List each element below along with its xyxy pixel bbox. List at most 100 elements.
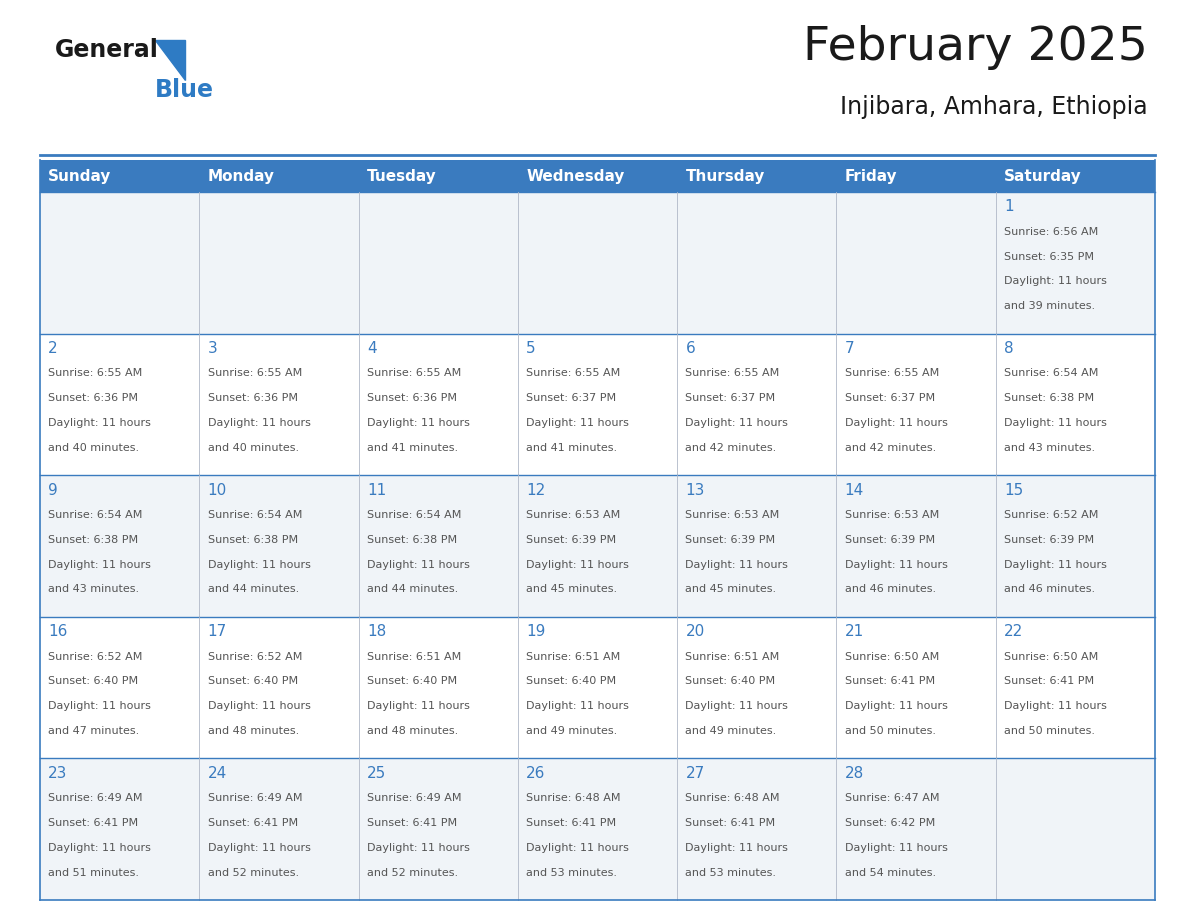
Text: Daylight: 11 hours: Daylight: 11 hours (845, 701, 948, 711)
Text: 14: 14 (845, 483, 864, 498)
Text: Sunset: 6:41 PM: Sunset: 6:41 PM (685, 818, 776, 828)
Text: 10: 10 (208, 483, 227, 498)
Text: and 50 minutes.: and 50 minutes. (1004, 726, 1095, 736)
Text: Daylight: 11 hours: Daylight: 11 hours (208, 843, 310, 853)
Text: Sunset: 6:42 PM: Sunset: 6:42 PM (845, 818, 935, 828)
Text: Sunset: 6:40 PM: Sunset: 6:40 PM (49, 677, 139, 687)
Text: Sunset: 6:41 PM: Sunset: 6:41 PM (367, 818, 457, 828)
Bar (40, 617, 1155, 758)
Text: 2: 2 (49, 341, 58, 356)
Text: and 53 minutes.: and 53 minutes. (685, 868, 777, 878)
Text: Sunrise: 6:50 AM: Sunrise: 6:50 AM (1004, 652, 1098, 662)
Bar (40, 160, 200, 192)
Text: Sunset: 6:41 PM: Sunset: 6:41 PM (1004, 677, 1094, 687)
Text: Sunrise: 6:54 AM: Sunrise: 6:54 AM (49, 510, 143, 521)
Text: and 50 minutes.: and 50 minutes. (845, 726, 936, 736)
Bar (359, 160, 518, 192)
Text: and 51 minutes.: and 51 minutes. (49, 868, 139, 878)
Bar (677, 160, 836, 192)
Text: Daylight: 11 hours: Daylight: 11 hours (367, 843, 469, 853)
Text: and 41 minutes.: and 41 minutes. (526, 442, 618, 453)
Text: Sunrise: 6:52 AM: Sunrise: 6:52 AM (49, 652, 143, 662)
Text: and 45 minutes.: and 45 minutes. (526, 585, 618, 595)
Text: Sunset: 6:36 PM: Sunset: 6:36 PM (367, 393, 457, 403)
Text: Monday: Monday (208, 169, 274, 184)
Text: Sunrise: 6:53 AM: Sunrise: 6:53 AM (526, 510, 620, 521)
Text: Daylight: 11 hours: Daylight: 11 hours (685, 418, 789, 428)
Text: Sunset: 6:38 PM: Sunset: 6:38 PM (49, 535, 139, 545)
Text: Daylight: 11 hours: Daylight: 11 hours (49, 843, 151, 853)
Text: Daylight: 11 hours: Daylight: 11 hours (1004, 276, 1107, 286)
Text: Sunset: 6:40 PM: Sunset: 6:40 PM (685, 677, 776, 687)
Bar (518, 160, 677, 192)
Text: Sunrise: 6:49 AM: Sunrise: 6:49 AM (367, 793, 461, 803)
Text: Sunrise: 6:47 AM: Sunrise: 6:47 AM (845, 793, 940, 803)
Text: Sunrise: 6:49 AM: Sunrise: 6:49 AM (49, 793, 143, 803)
Text: and 53 minutes.: and 53 minutes. (526, 868, 618, 878)
Bar (200, 160, 359, 192)
Text: and 47 minutes.: and 47 minutes. (49, 726, 139, 736)
Text: Sunrise: 6:55 AM: Sunrise: 6:55 AM (685, 368, 779, 378)
Text: Injibara, Amhara, Ethiopia: Injibara, Amhara, Ethiopia (840, 95, 1148, 119)
Text: Sunrise: 6:48 AM: Sunrise: 6:48 AM (526, 793, 620, 803)
Bar (996, 160, 1155, 192)
Text: Sunset: 6:39 PM: Sunset: 6:39 PM (685, 535, 776, 545)
Text: 23: 23 (49, 766, 68, 780)
Text: Sunrise: 6:51 AM: Sunrise: 6:51 AM (685, 652, 779, 662)
Text: Daylight: 11 hours: Daylight: 11 hours (49, 560, 151, 570)
Text: Sunset: 6:41 PM: Sunset: 6:41 PM (526, 818, 617, 828)
Text: 7: 7 (845, 341, 854, 356)
Text: Sunset: 6:41 PM: Sunset: 6:41 PM (208, 818, 298, 828)
Bar (40, 333, 1155, 476)
Text: Daylight: 11 hours: Daylight: 11 hours (208, 418, 310, 428)
Text: Sunset: 6:39 PM: Sunset: 6:39 PM (845, 535, 935, 545)
Text: Sunrise: 6:56 AM: Sunrise: 6:56 AM (1004, 227, 1098, 237)
Text: and 46 minutes.: and 46 minutes. (1004, 585, 1095, 595)
Text: Daylight: 11 hours: Daylight: 11 hours (367, 560, 469, 570)
Text: 24: 24 (208, 766, 227, 780)
Text: 9: 9 (49, 483, 58, 498)
Text: Sunset: 6:40 PM: Sunset: 6:40 PM (526, 677, 617, 687)
Text: General: General (55, 38, 159, 62)
Text: Daylight: 11 hours: Daylight: 11 hours (845, 843, 948, 853)
Text: Sunset: 6:37 PM: Sunset: 6:37 PM (685, 393, 776, 403)
Text: Sunset: 6:37 PM: Sunset: 6:37 PM (845, 393, 935, 403)
Text: Friday: Friday (845, 169, 897, 184)
Text: Daylight: 11 hours: Daylight: 11 hours (1004, 418, 1107, 428)
Text: Sunset: 6:39 PM: Sunset: 6:39 PM (526, 535, 617, 545)
Text: Daylight: 11 hours: Daylight: 11 hours (526, 701, 630, 711)
Text: Daylight: 11 hours: Daylight: 11 hours (1004, 701, 1107, 711)
Text: Sunset: 6:40 PM: Sunset: 6:40 PM (367, 677, 457, 687)
Text: Blue: Blue (154, 78, 214, 102)
Text: and 48 minutes.: and 48 minutes. (208, 726, 299, 736)
Text: Sunset: 6:36 PM: Sunset: 6:36 PM (208, 393, 298, 403)
Text: Sunday: Sunday (49, 169, 112, 184)
Text: Sunrise: 6:55 AM: Sunrise: 6:55 AM (208, 368, 302, 378)
Text: Sunrise: 6:51 AM: Sunrise: 6:51 AM (526, 652, 620, 662)
Text: and 48 minutes.: and 48 minutes. (367, 726, 459, 736)
Bar (40, 192, 1155, 333)
Text: Sunrise: 6:51 AM: Sunrise: 6:51 AM (367, 652, 461, 662)
Text: and 44 minutes.: and 44 minutes. (367, 585, 459, 595)
Text: 1: 1 (1004, 199, 1013, 214)
Text: Daylight: 11 hours: Daylight: 11 hours (845, 418, 948, 428)
Text: 6: 6 (685, 341, 695, 356)
Text: and 49 minutes.: and 49 minutes. (526, 726, 618, 736)
Text: Sunrise: 6:52 AM: Sunrise: 6:52 AM (208, 652, 302, 662)
Text: 4: 4 (367, 341, 377, 356)
Bar (40, 758, 1155, 900)
Text: 28: 28 (845, 766, 864, 780)
Text: and 45 minutes.: and 45 minutes. (685, 585, 777, 595)
Text: Daylight: 11 hours: Daylight: 11 hours (367, 701, 469, 711)
Text: Sunrise: 6:49 AM: Sunrise: 6:49 AM (208, 793, 302, 803)
Bar (40, 476, 1155, 617)
Text: Sunrise: 6:55 AM: Sunrise: 6:55 AM (526, 368, 620, 378)
Text: Sunrise: 6:48 AM: Sunrise: 6:48 AM (685, 793, 781, 803)
Text: Daylight: 11 hours: Daylight: 11 hours (685, 843, 789, 853)
Text: Sunrise: 6:53 AM: Sunrise: 6:53 AM (685, 510, 779, 521)
Text: Sunrise: 6:55 AM: Sunrise: 6:55 AM (49, 368, 143, 378)
Text: and 43 minutes.: and 43 minutes. (49, 585, 139, 595)
Text: Sunset: 6:38 PM: Sunset: 6:38 PM (208, 535, 298, 545)
Text: and 49 minutes.: and 49 minutes. (685, 726, 777, 736)
Text: and 46 minutes.: and 46 minutes. (845, 585, 936, 595)
